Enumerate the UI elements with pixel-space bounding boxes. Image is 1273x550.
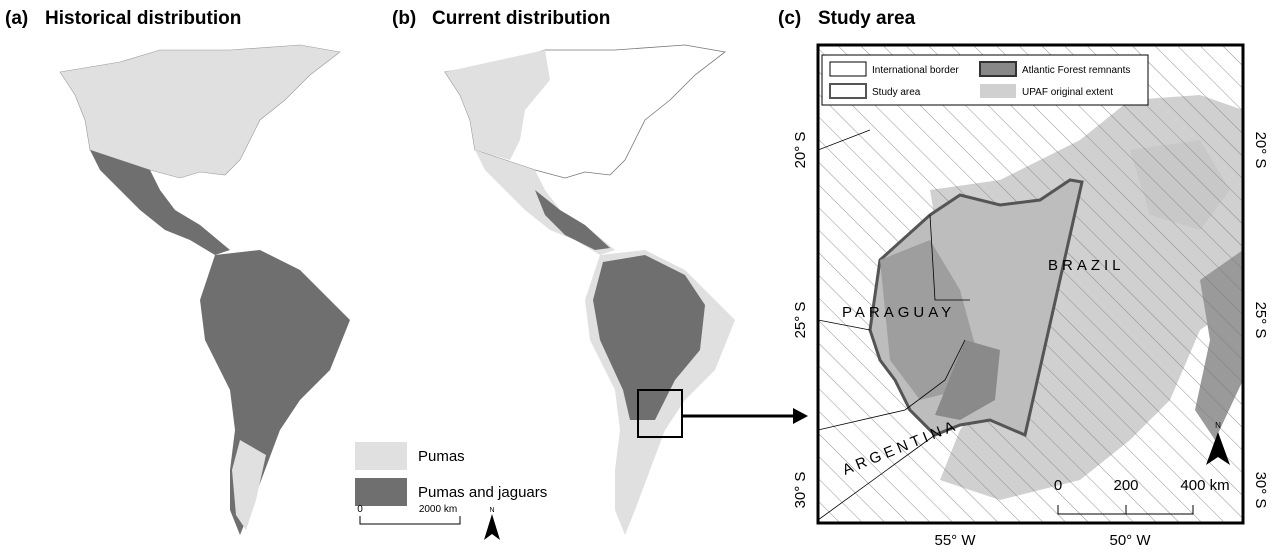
north-arrow xyxy=(484,514,500,540)
legend-label: International border xyxy=(872,65,959,76)
scale-bar xyxy=(360,516,460,524)
map-historical: (a) Historical distribution xyxy=(5,8,350,535)
panel-label: (c) xyxy=(778,8,801,29)
legend-swatch xyxy=(355,478,407,506)
scale-label: 400 km xyxy=(1180,477,1229,494)
scale-label: 200 xyxy=(1113,477,1138,494)
legend-label: Study area xyxy=(872,87,921,98)
lat-label: 20° S xyxy=(792,132,809,169)
legend-swatch xyxy=(830,62,866,76)
map-study-area: (c) Study area International border Atla… xyxy=(778,8,1269,549)
lat-label: 20° S xyxy=(1252,132,1269,169)
scale-label: 0 xyxy=(1054,477,1062,494)
legend-label: Pumas and jaguars xyxy=(418,484,547,501)
legend-label: Atlantic Forest remnants xyxy=(1022,65,1130,76)
legend-swatch xyxy=(355,442,407,470)
legend-swatch xyxy=(830,84,866,98)
legend: Pumas Pumas and jaguars 0 2000 km N xyxy=(355,442,547,540)
legend-label: UPAF original extent xyxy=(1022,87,1113,98)
lat-label: 30° S xyxy=(792,472,809,509)
legend-label: Pumas xyxy=(418,448,465,465)
north-label: N xyxy=(1215,421,1221,430)
figure: (a) Historical distribution (b) Current … xyxy=(0,0,1273,550)
panel-title: Current distribution xyxy=(432,8,610,29)
north-label: N xyxy=(489,507,494,514)
lat-label: 25° S xyxy=(792,302,809,339)
panel-label: (b) xyxy=(392,8,416,29)
south-america xyxy=(200,250,350,535)
panel-title: Study area xyxy=(818,8,916,29)
legend-swatch xyxy=(980,84,1016,98)
lon-label: 55° W xyxy=(934,532,976,549)
panel-label: (a) xyxy=(5,8,28,29)
patagonia xyxy=(232,440,266,530)
arrow-head xyxy=(793,408,808,424)
lat-label: 25° S xyxy=(1252,302,1269,339)
panel-title: Historical distribution xyxy=(45,8,241,29)
legend-swatch xyxy=(980,62,1016,76)
scale-label: 0 xyxy=(357,504,363,515)
country-label: BRAZIL xyxy=(1048,257,1125,274)
country-label: PARAGUAY xyxy=(842,304,955,321)
lat-label: 30° S xyxy=(1252,472,1269,509)
lon-label: 50° W xyxy=(1109,532,1151,549)
scale-label: 2000 km xyxy=(419,504,457,515)
